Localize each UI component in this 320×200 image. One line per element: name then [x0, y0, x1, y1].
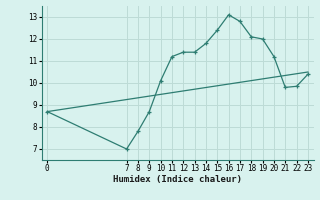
X-axis label: Humidex (Indice chaleur): Humidex (Indice chaleur)	[113, 175, 242, 184]
